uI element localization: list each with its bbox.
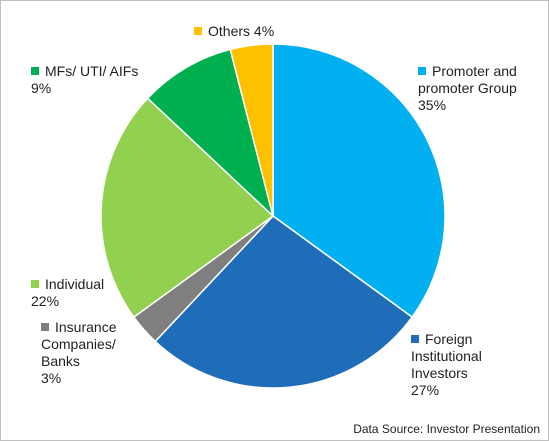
slice-name: Promoter and promoter Group <box>418 63 517 96</box>
pie-slice <box>229 43 274 217</box>
legend-swatch <box>31 280 39 288</box>
slice-value: 22% <box>31 293 60 309</box>
legend-swatch <box>411 335 419 343</box>
slice-label: MFs/ UTI/ AIFs 9% <box>31 63 161 97</box>
legend-swatch <box>31 67 39 75</box>
pie-slice <box>272 43 446 319</box>
slice-value: 35% <box>418 97 447 113</box>
slice-value: 4% <box>253 23 275 39</box>
slice-name: Individual <box>45 276 105 292</box>
slice-value: 27% <box>411 382 440 398</box>
slice-value: 9% <box>31 80 52 96</box>
legend-swatch <box>194 27 202 35</box>
slice-label: Individual 22% <box>31 276 131 310</box>
pie-slice <box>146 48 275 219</box>
legend-swatch <box>418 67 426 75</box>
slice-label: Promoter and promoter Group 35% <box>418 63 528 114</box>
pie-slice <box>100 97 275 319</box>
slice-label: Foreign Institutional Investors 27% <box>411 331 521 399</box>
pie-slice <box>154 215 414 389</box>
slice-name: Insurance Companies/ Banks <box>41 319 117 369</box>
slice-label: Insurance Companies/ Banks 3% <box>41 319 141 387</box>
slice-name: Foreign Institutional Investors <box>411 331 482 381</box>
slice-name: MFs/ UTI/ AIFs <box>45 63 139 79</box>
slice-name: Others <box>208 23 251 39</box>
slice-label: Others 4% <box>194 23 314 40</box>
slice-value: 3% <box>41 370 62 386</box>
source-note: Data Source: Investor Presentation <box>353 422 540 436</box>
legend-swatch <box>41 323 49 331</box>
